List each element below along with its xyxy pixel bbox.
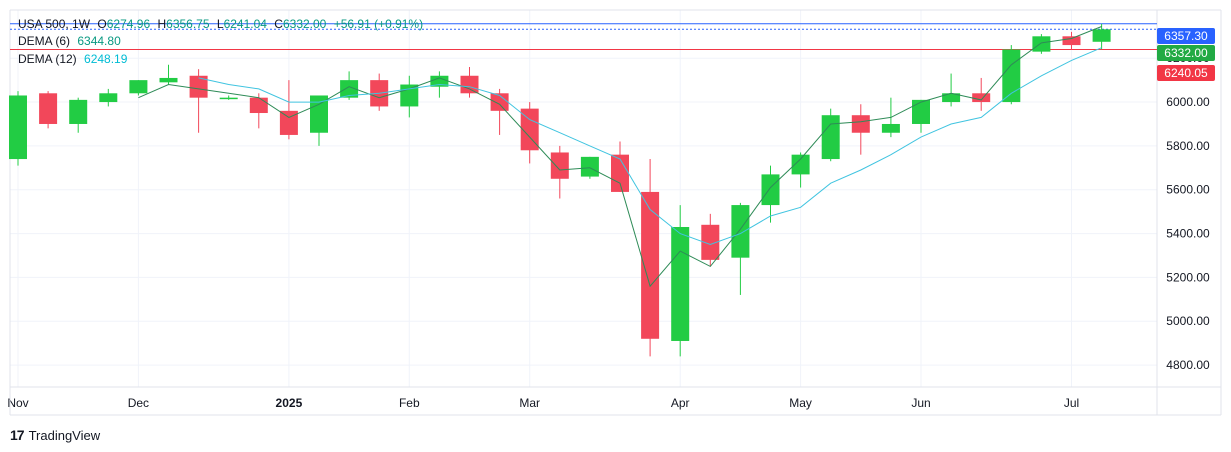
candle-body (851, 115, 870, 133)
high-value: 6356.75 (166, 17, 210, 31)
candle-body (9, 95, 27, 160)
candle-body (490, 93, 509, 111)
x-tick-label: Feb (399, 396, 420, 410)
open-value: 6274.96 (106, 17, 151, 31)
ohlc-legend: USA 500, 1W O6274.96 H6356.75 L6241.04 C… (18, 16, 427, 32)
candle-body (39, 93, 58, 124)
branding[interactable]: 17 TradingView (10, 426, 100, 444)
dema12-legend[interactable]: DEMA (12) 6248.19 (18, 51, 131, 67)
x-tick-label: Mar (519, 396, 540, 410)
tradingview-logo-icon: 17 (10, 427, 25, 443)
y-tick-label: 6000.00 (1166, 95, 1210, 109)
y-tick-label: 5400.00 (1166, 227, 1210, 241)
change-value: +56.91 (+0.91%) (333, 17, 424, 31)
tradingview-name: TradingView (28, 427, 101, 443)
candle-body (340, 80, 359, 98)
candle-body (1002, 49, 1021, 103)
close-key: C (274, 17, 283, 31)
low-price-label: 6240.05 (1157, 65, 1215, 81)
x-tick-label: May (789, 396, 812, 410)
candle-body (159, 77, 178, 83)
candle-body (881, 123, 900, 133)
dema12-label: DEMA (12) (18, 52, 77, 66)
candle-body (460, 75, 479, 94)
x-tick-label: Dec (128, 396, 149, 410)
x-tick-label: Apr (671, 396, 690, 410)
dema6-line (138, 26, 1102, 288)
candle-body (761, 174, 780, 206)
candle-body (731, 205, 750, 258)
candle-body (310, 95, 328, 133)
candle-body (611, 154, 629, 192)
candle-body (279, 110, 298, 135)
x-tick-label: Jul (1064, 396, 1079, 410)
candle-body (249, 97, 268, 114)
open-key: O (97, 17, 107, 31)
candle-body (129, 80, 148, 94)
candle-body (701, 224, 720, 260)
candle-body (99, 93, 118, 103)
candle-body (821, 115, 840, 160)
y-tick-label: 5800.00 (1166, 139, 1210, 153)
x-tick-label: Jun (911, 396, 930, 410)
high-key: H (157, 17, 167, 31)
y-tick-label: 5200.00 (1166, 270, 1210, 284)
dema6-value: 6344.80 (77, 34, 121, 48)
chart-area[interactable]: 4800.00 5000.00 5200.00 5400.00 5600.00 5800.… (0, 0, 1231, 420)
candle-body (430, 75, 449, 87)
x-tick-label: Nov (7, 396, 28, 410)
y-tick-label: 5600.00 (1166, 183, 1210, 197)
candle-body (1032, 36, 1051, 52)
candle-body (1092, 29, 1111, 42)
candle-body (671, 226, 690, 341)
low-value: 6241.04 (223, 17, 267, 31)
high-price-label: 6357.30 (1157, 28, 1215, 44)
plot-background (10, 10, 1221, 387)
symbol-label: USA 500, 1W (18, 17, 91, 31)
candle-body (791, 154, 810, 175)
dema12-line (198, 47, 1102, 246)
candle-body (219, 97, 238, 100)
dema12-value: 6248.19 (84, 52, 128, 66)
candle-body (69, 99, 88, 124)
dema6-legend[interactable]: DEMA (6) 6344.80 (18, 33, 125, 49)
last-price-label: 6332.00 (1157, 45, 1215, 61)
dema6-label: DEMA (6) (18, 34, 71, 48)
y-tick-label: 4800.00 (1166, 358, 1210, 372)
candlestick-chart[interactable]: 4800.00 5000.00 5200.00 5400.00 5600.00 5800.… (0, 0, 1231, 420)
candle-body (942, 93, 961, 103)
y-tick-label: 5000.00 (1166, 314, 1210, 328)
x-tick-label: 2025 (276, 396, 303, 410)
candle-body (580, 156, 599, 177)
candle-body (189, 75, 208, 98)
close-value: 6332.00 (282, 17, 327, 31)
candle-body (1062, 36, 1081, 46)
candle-body (550, 152, 569, 179)
candle-body (972, 93, 991, 103)
low-key: L (216, 17, 224, 31)
candle-body (641, 191, 660, 339)
candle-body (912, 99, 930, 124)
candle-body (520, 108, 539, 151)
